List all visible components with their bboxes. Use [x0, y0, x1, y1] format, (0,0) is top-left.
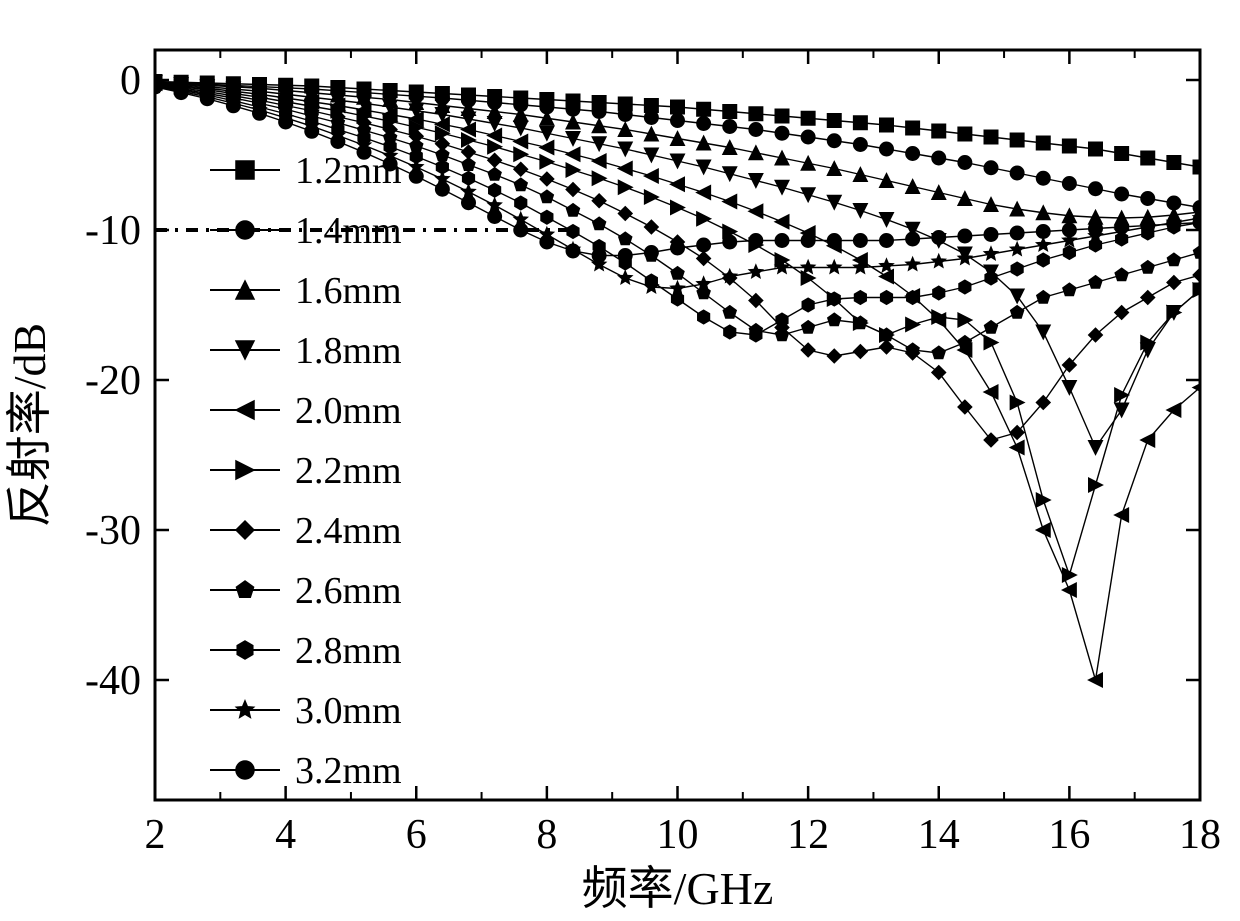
y-tick-label: -20 [85, 358, 141, 404]
legend-label: 2.8mm [295, 630, 402, 672]
y-axis-label: 反射率/dB [4, 323, 55, 527]
legend-label: 1.8mm [295, 330, 402, 372]
x-tick-label: 12 [787, 812, 829, 858]
x-tick-label: 8 [536, 812, 557, 858]
legend-label: 1.6mm [295, 270, 402, 312]
legend-label: 1.2mm [295, 150, 402, 192]
y-tick-label: 0 [120, 58, 141, 104]
y-tick-label: -40 [85, 658, 141, 704]
legend-item: 3.0mm [210, 690, 402, 732]
legend-item: 1.2mm [210, 150, 402, 192]
legend-item: 3.2mm [210, 750, 402, 792]
legend-label: 1.4mm [295, 210, 402, 252]
x-tick-label: 16 [1048, 812, 1090, 858]
legend-item: 1.8mm [210, 330, 402, 372]
legend-label: 3.0mm [295, 690, 402, 732]
legend-label: 2.4mm [295, 510, 402, 552]
legend-item: 1.4mm [210, 210, 402, 252]
legend-item: 2.8mm [210, 630, 402, 672]
legend-label: 2.6mm [295, 570, 402, 612]
legend-label: 2.2mm [295, 450, 402, 492]
x-tick-label: 14 [918, 812, 960, 858]
reflectivity-chart: 2 4 6 8 10 12 14 16 18 0 -10 -20 -30 -40 频率/GHz 反射率/dB 1… [0, 0, 1240, 921]
legend-item: 2.6mm [210, 570, 402, 612]
x-tick-label: 18 [1179, 812, 1221, 858]
legend-item: 2.4mm [210, 510, 402, 552]
legend: 1.2mm 1.4mm 1.6mm 1.8mm 2.0mm 2.2mm 2.4mm 2.6mm… [210, 150, 402, 792]
legend-label: 3.2mm [295, 750, 402, 792]
y-tick-label: -10 [85, 208, 141, 254]
x-tick-label: 4 [275, 812, 296, 858]
legend-label: 2.0mm [295, 390, 402, 432]
legend-item: 1.6mm [210, 270, 402, 312]
chart-container: { "chart": { "type": "line-scatter", "wi… [0, 0, 1240, 921]
x-tick-label: 10 [657, 812, 699, 858]
y-tick-label: -30 [85, 508, 141, 554]
x-tick-label: 6 [406, 812, 427, 858]
x-tick-label: 2 [145, 812, 166, 858]
x-axis-label: 频率/GHz [582, 863, 774, 914]
legend-item: 2.0mm [210, 390, 402, 432]
legend-item: 2.2mm [210, 450, 402, 492]
